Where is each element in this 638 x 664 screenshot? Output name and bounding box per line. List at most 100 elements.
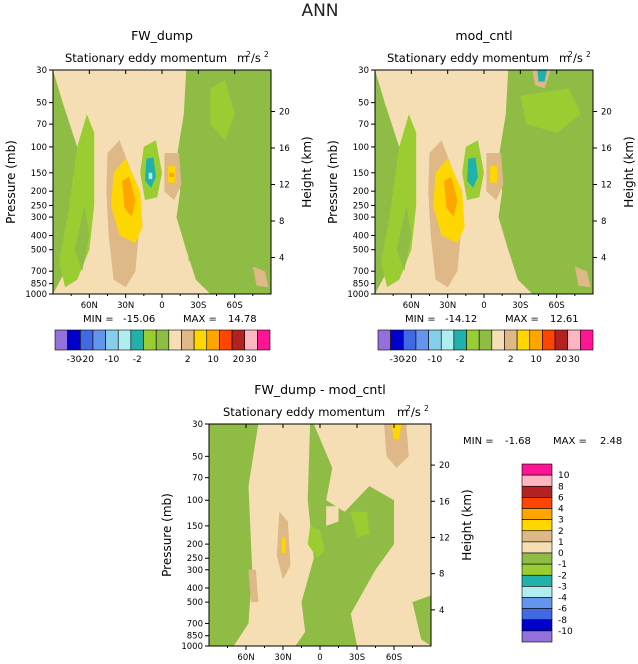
y-tick-label: 50 <box>192 452 203 462</box>
colorbar-swatch <box>521 474 553 487</box>
colorbar-label: -10 <box>558 627 573 637</box>
y-tick-label: 50 <box>36 99 47 109</box>
colorbar-label: -6 <box>558 605 567 615</box>
y-tick-label: 1000 <box>25 290 47 300</box>
contour-field <box>209 424 431 646</box>
y-tick-label: 30 <box>358 66 369 76</box>
stats-max-value: 2.48 <box>600 436 622 447</box>
y-tick-label: 300 <box>353 213 369 223</box>
colorbar-label: -3 <box>558 582 567 592</box>
contour-region <box>122 176 136 218</box>
colorbar-label: -30 <box>390 355 405 365</box>
colorbar-label: 4 <box>558 505 564 515</box>
stats-min-label: MIN = <box>463 436 494 447</box>
colorbar-swatch <box>219 329 233 351</box>
colorbar-label: 2 <box>508 355 514 365</box>
units-label: m <box>237 51 248 65</box>
stats-max-value: 12.61 <box>550 314 579 325</box>
colorbar: -30-20 -10 -2 2 10 20 30 <box>54 329 271 365</box>
colorbar-label: 30 <box>245 355 257 365</box>
colorbar-label: 6 <box>558 493 564 503</box>
y2-tick-label: 4 <box>439 606 444 616</box>
colorbar-swatch <box>521 586 553 598</box>
colorbar-swatch <box>491 329 505 351</box>
units-sup: 2 <box>264 50 269 59</box>
units-sup: 2 <box>586 50 591 59</box>
contour-field <box>375 70 593 294</box>
colorbar-swatch <box>521 485 553 498</box>
colorbar-swatch <box>79 329 94 351</box>
colorbar-swatch <box>428 329 442 351</box>
y2-tick-label: 8 <box>279 217 284 227</box>
units-sup: 2 <box>568 50 573 59</box>
stats-min-value: -14.12 <box>445 314 477 325</box>
colorbar-label: 10 <box>530 355 542 365</box>
colorbar-swatch <box>521 552 553 565</box>
y-tick-label: 250 <box>353 201 369 211</box>
colorbar-swatch <box>521 541 553 554</box>
y-tick-label: 50 <box>358 99 369 109</box>
colorbar-swatch <box>521 530 553 543</box>
x-tick-label: 60S <box>227 301 243 311</box>
colorbar-swatch <box>231 329 246 351</box>
y-tick-label: 150 <box>187 522 203 532</box>
y-tick-label: 100 <box>353 143 369 153</box>
x-tick-label: 0 <box>317 653 322 663</box>
contour-region <box>520 88 581 133</box>
y-tick-label: 200 <box>353 187 369 197</box>
y-axis-label: Pressure (mb) <box>160 493 174 577</box>
colorbar-swatch <box>521 508 553 520</box>
colorbar-swatch <box>529 329 543 351</box>
y-tick-label: 250 <box>31 201 47 211</box>
colorbar-swatch <box>478 329 493 351</box>
colorbar-swatch <box>143 329 157 351</box>
x-tick-label: 30N <box>274 653 291 663</box>
y-tick-label: 1000 <box>347 290 369 300</box>
y-tick-label: 30 <box>192 420 203 430</box>
y-tick-label: 100 <box>187 496 203 506</box>
colorbar-label: -10 <box>105 355 120 365</box>
chart-panel-bottom: FW_dump - mod_cntl Stationary eddy moment… <box>160 382 622 663</box>
colorbar-label: -2 <box>133 355 142 365</box>
panel-subtitle: Stationary eddy momentum <box>223 405 385 419</box>
y-tick-label: 300 <box>31 213 47 223</box>
colorbar-swatch <box>521 630 553 643</box>
contour-region <box>412 595 431 646</box>
contour-region <box>248 569 259 603</box>
x-tick-label: 30S <box>349 653 365 663</box>
y2-tick-label: 12 <box>601 180 612 190</box>
colorbar-swatch <box>105 329 119 351</box>
contour-region <box>270 424 394 646</box>
contour-region <box>384 424 409 468</box>
contour-region <box>307 525 325 559</box>
colorbar-label: 2 <box>558 527 564 537</box>
units-label: m <box>397 405 408 419</box>
colorbar-label: 20 <box>556 355 568 365</box>
figure-title: ANN <box>301 1 338 21</box>
y-tick-label: 30 <box>36 66 47 76</box>
colorbar-label: 10 <box>558 471 570 481</box>
contour-region <box>281 537 286 553</box>
units-sup: 2 <box>424 404 429 413</box>
stats-max-value: 14.78 <box>228 314 257 325</box>
y-tick-label: 400 <box>353 231 369 241</box>
y2-tick-label: 4 <box>601 253 606 263</box>
contour-region <box>326 506 339 526</box>
colorbar-label: -1 <box>558 560 567 570</box>
colorbar-label: 1 <box>558 538 564 548</box>
x-tick-label: 60S <box>549 301 565 311</box>
contour-region <box>74 205 90 272</box>
colorbar-swatch <box>521 619 553 632</box>
contour-region <box>148 172 153 179</box>
contour-region <box>467 157 478 188</box>
y-tick-label: 850 <box>31 280 47 290</box>
x-tick-label: 30N <box>117 301 134 311</box>
units-label: /s <box>251 51 261 65</box>
y2-axis-label: Height (km) <box>622 136 636 207</box>
colorbar-swatch <box>554 329 569 351</box>
panel-subtitle: Stationary eddy momentum <box>65 51 227 65</box>
contour-region <box>574 266 591 288</box>
